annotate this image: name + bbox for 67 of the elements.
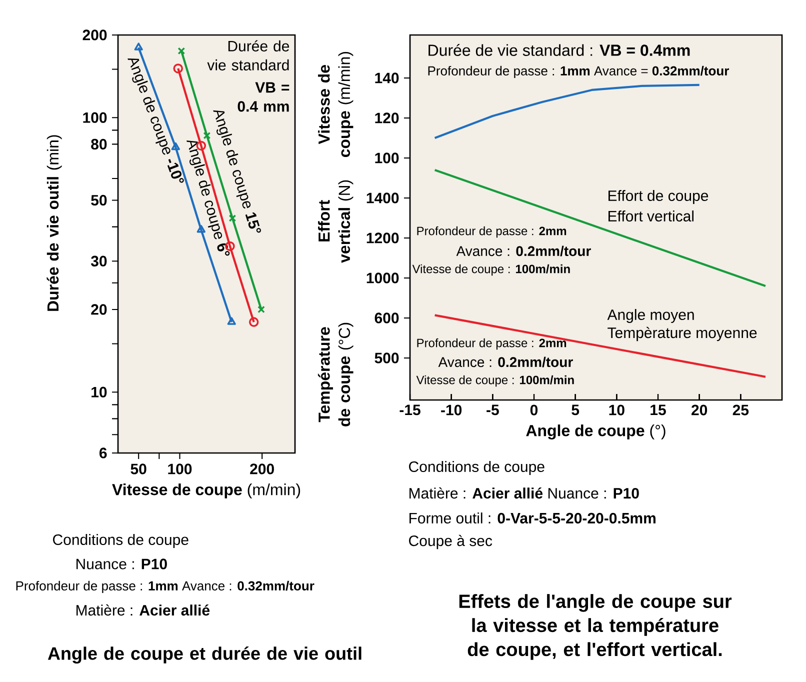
y-tick-label: 1200 xyxy=(366,232,399,244)
x-tick-label: 200 xyxy=(250,464,274,474)
x-tick-label: -15 xyxy=(400,404,420,416)
y-tick-label: 140 xyxy=(375,72,399,84)
text: Profondeur de passe : 1mm Avance : 0.32mm/tour xyxy=(16,580,314,594)
text: Angle de coupe -10° xyxy=(128,58,184,183)
text: Nuance : P10 xyxy=(76,558,167,570)
annotation: Vitesse de coupe : 100m/min xyxy=(412,264,570,276)
y-tick-label: 30 xyxy=(90,256,107,266)
point xyxy=(203,132,211,140)
x-tick-label: -10 xyxy=(441,404,462,416)
point xyxy=(178,47,186,55)
annotation: VB = 0.4 mm xyxy=(238,82,290,112)
y-tick-label: 6 xyxy=(99,448,107,458)
y-tick-label: 20 xyxy=(91,304,107,315)
x-tick-label: -5 xyxy=(486,404,499,416)
text: Coupe à sec xyxy=(409,534,492,550)
y-tick-label: 50 xyxy=(91,194,107,206)
y-tick-label: 120 xyxy=(375,112,399,124)
annotation: Durée de vie standard : VB = 0.4mm xyxy=(428,44,690,56)
annotation: Effort vertical xyxy=(608,210,694,222)
y-tick-label: 80 xyxy=(91,138,107,150)
y-tick-label: 1000 xyxy=(366,272,399,284)
y-tick-label: 1400 xyxy=(366,192,399,204)
y-axis-title: Effort vertical (N) xyxy=(318,180,354,263)
point xyxy=(258,306,265,314)
y-tick-label: 100 xyxy=(375,152,399,164)
text: Matière : Acier allié xyxy=(76,604,210,616)
point xyxy=(173,64,183,74)
x-axis-title: Angle de coupe (°) xyxy=(526,424,666,440)
text: Effets de l'angle de coupe sur la vitesse et la température de coupe, et l'effort vertical. xyxy=(459,594,732,660)
line-series xyxy=(434,84,700,140)
text: Conditions de coupe xyxy=(409,461,544,475)
x-tick-label: 5 xyxy=(572,404,580,416)
text: Angle de coupe et durée de vie outil xyxy=(48,646,362,664)
annotation: Avance : 0.2mm/tour xyxy=(456,246,591,256)
y-tick-label: 600 xyxy=(374,312,399,324)
point xyxy=(134,42,143,50)
x-tick-label: 25 xyxy=(732,404,749,416)
text: Matière : Acier allié Nuance : P10 xyxy=(410,487,639,499)
x-tick-label: 100 xyxy=(168,464,192,474)
annotation: Vitesse de coupe : 100m/min xyxy=(416,375,574,387)
x-tick-label: 10 xyxy=(609,404,624,416)
annotation: Avance : 0.2mm/tour xyxy=(438,356,573,368)
y-tick-label: 200 xyxy=(82,30,107,40)
text: Forme outil : 0-Var-5-5-20-20-0.5mm xyxy=(410,512,656,524)
y-axis-title: Durée de vie outil (min) xyxy=(46,135,62,311)
y-tick-label: 10 xyxy=(92,386,107,398)
annotation: Tempèrature moyenne xyxy=(608,326,757,342)
text: Conditions de coupe xyxy=(53,534,188,548)
annotation: Profondeur de passe : 1mm Avance = 0.32mm/tour xyxy=(428,66,730,78)
point xyxy=(228,214,236,222)
annotation: Effort de coupe xyxy=(608,190,708,204)
annotation: Profondeur de passe : 2mm xyxy=(417,338,566,350)
point xyxy=(227,317,236,325)
x-tick-label: 15 xyxy=(650,404,666,416)
x-tick-label: 0 xyxy=(530,404,538,416)
annotation: Profondeur de passe : 2mm xyxy=(417,226,566,238)
point xyxy=(171,142,180,150)
x-axis-title: Vitesse de coupe (m/min) xyxy=(112,483,300,498)
y-tick-label: 500 xyxy=(374,352,399,364)
annotation: Durée de vie standard xyxy=(207,40,290,70)
annotation: Angle moyen xyxy=(607,309,694,323)
y-tick-label: 100 xyxy=(83,112,107,123)
x-tick-label: 50 xyxy=(130,464,146,474)
x-tick-label: 20 xyxy=(692,404,708,416)
point xyxy=(248,317,259,327)
